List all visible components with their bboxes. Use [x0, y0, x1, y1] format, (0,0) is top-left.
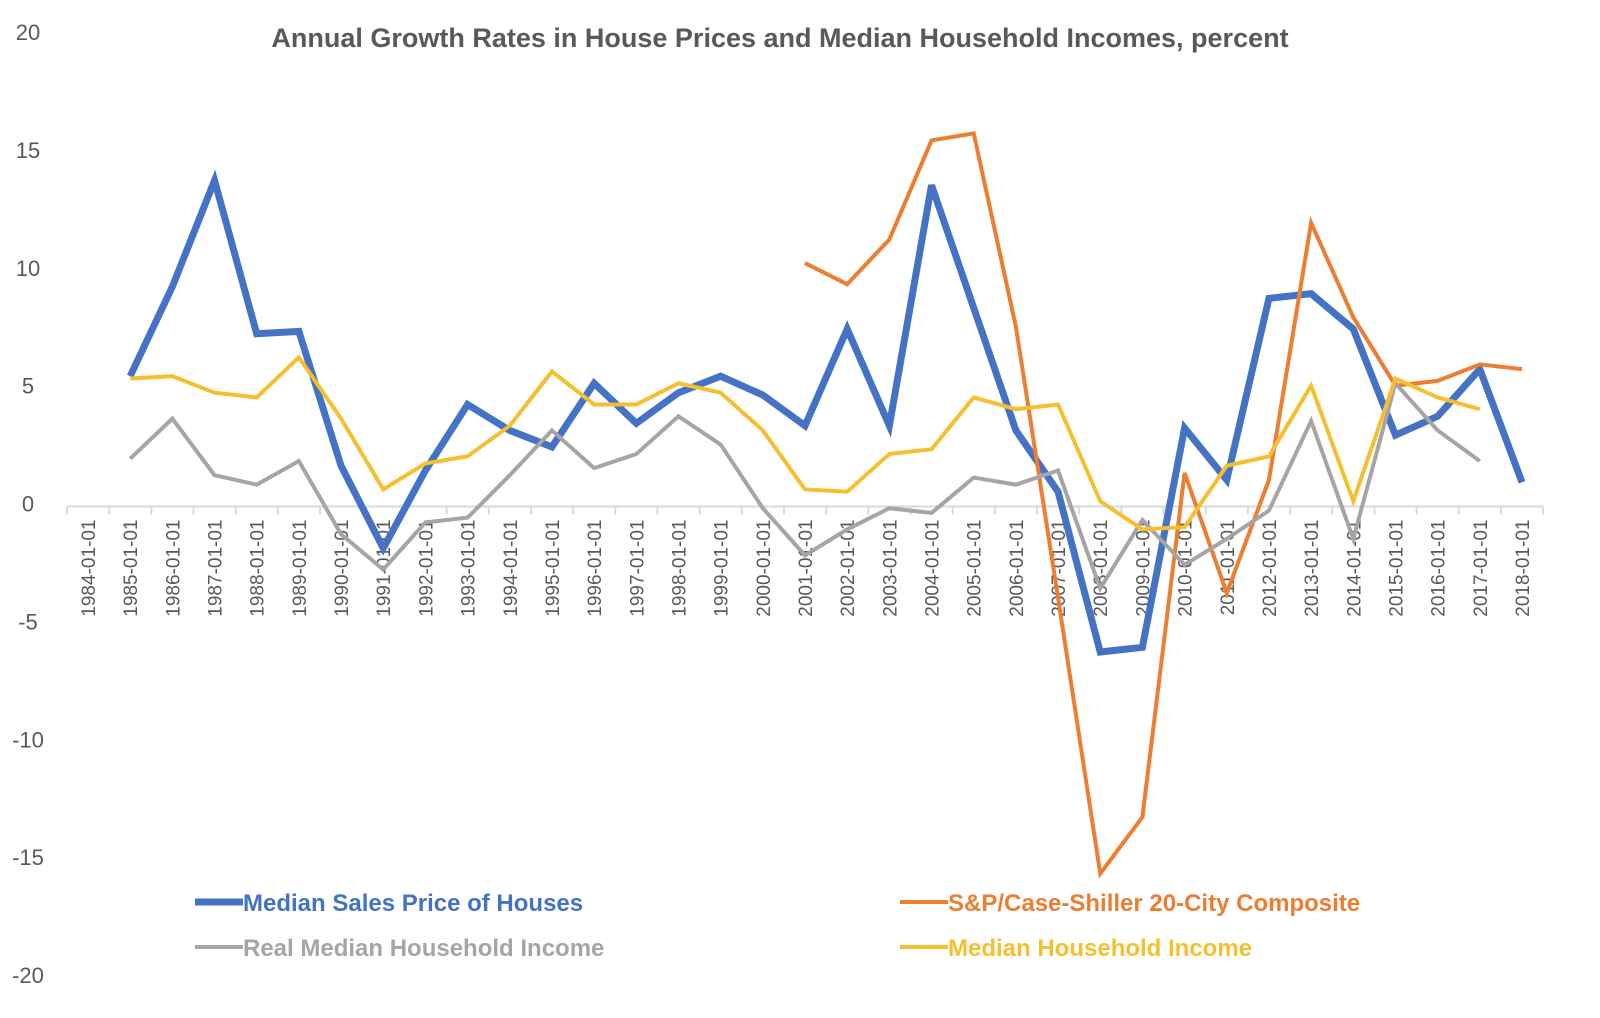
- series-line: [804, 131, 1523, 879]
- legend-item: Real Median Household Income: [195, 935, 604, 962]
- x-tick-label: 2002-01-01: [838, 520, 859, 617]
- x-tick-label: 1986-01-01: [163, 520, 184, 617]
- legend-label: Median Household Income: [948, 935, 1252, 962]
- legend-item: S&P/Case-Shiller 20-City Composite: [900, 890, 1360, 917]
- x-tick-label: 1999-01-01: [712, 520, 733, 617]
- legend-label: S&P/Case-Shiller 20-City Composite: [948, 890, 1360, 917]
- series-lines: [127, 131, 1526, 879]
- legend: Median Sales Price of Houses S&P/Case-Shi…: [195, 890, 1360, 962]
- x-tick-label: 2003-01-01: [880, 520, 901, 617]
- y-tick-label: 10: [16, 256, 40, 281]
- x-tick-label: 1984-01-01: [79, 520, 100, 617]
- y-tick-label: -20: [12, 963, 44, 988]
- legend-item: Median Sales Price of Houses: [195, 890, 583, 917]
- x-tick-label: 1987-01-01: [206, 520, 227, 617]
- series-real-median-household-income: [128, 379, 1481, 593]
- x-tick-label: 1989-01-01: [290, 520, 311, 617]
- x-tick-label: 2005-01-01: [965, 520, 986, 617]
- y-tick-label: 5: [22, 374, 34, 399]
- series-s-p-case-shiller-20-city-composite: [804, 131, 1523, 879]
- legend-label: Real Median Household Income: [243, 935, 604, 962]
- x-tick-label: 1995-01-01: [543, 520, 564, 617]
- x-tick-label: 2017-01-01: [1471, 520, 1492, 617]
- series-line: [127, 169, 1526, 656]
- x-tick-label: 2004-01-01: [923, 520, 944, 617]
- y-tick-label: 0: [22, 492, 34, 517]
- y-axis: 20 15 10 5 0 -5 -10 -15 -20: [12, 20, 44, 988]
- x-tick-label: 1998-01-01: [669, 520, 690, 617]
- x-axis: 1984-01-01 1985-01-01 1986-01-01 1987-01-01…: [66, 505, 1545, 617]
- x-tick-label: 2008-01-01: [1091, 520, 1112, 617]
- x-tick-label: 2001-01-01: [796, 520, 817, 617]
- x-tick-label: 2012-01-01: [1260, 520, 1281, 617]
- series-median-household-income: [130, 354, 1481, 532]
- series-median-sales-price-of-houses: [127, 169, 1526, 656]
- x-tick-label: 1996-01-01: [585, 520, 606, 617]
- x-tick-label: 2010-01-01: [1176, 520, 1197, 617]
- x-tick-label: 2006-01-01: [1007, 520, 1028, 617]
- y-tick-label: -15: [12, 845, 44, 870]
- legend-item: Median Household Income: [900, 935, 1252, 962]
- y-tick-label: -10: [12, 727, 44, 752]
- x-tick-label: 1990-01-01: [332, 520, 353, 617]
- x-tick-label: 2013-01-01: [1302, 520, 1323, 617]
- x-tick-label: 1994-01-01: [501, 520, 522, 617]
- legend-label: Median Sales Price of Houses: [243, 890, 583, 917]
- x-tick-label: 2009-01-01: [1133, 520, 1154, 617]
- y-tick-label: 20: [16, 20, 40, 45]
- x-tick-label: 2018-01-01: [1513, 520, 1534, 617]
- chart-title: Annual Growth Rates in House Prices and …: [271, 23, 1288, 53]
- x-tick-label: 1985-01-01: [121, 520, 142, 617]
- x-tick-label: 2007-01-01: [1049, 520, 1070, 617]
- x-tick-label: 2016-01-01: [1429, 520, 1450, 617]
- x-tick-label: 2000-01-01: [754, 520, 775, 617]
- y-tick-label: -5: [18, 609, 38, 634]
- x-tick-label: 1993-01-01: [459, 520, 480, 617]
- y-tick-label: 15: [16, 138, 40, 163]
- x-tick-label: 1988-01-01: [248, 520, 269, 617]
- x-tick-label: 1992-01-01: [416, 520, 437, 617]
- x-tick-label: 2014-01-01: [1344, 520, 1365, 617]
- x-tick-label: 2015-01-01: [1386, 520, 1407, 617]
- x-tick-label: 1997-01-01: [627, 520, 648, 617]
